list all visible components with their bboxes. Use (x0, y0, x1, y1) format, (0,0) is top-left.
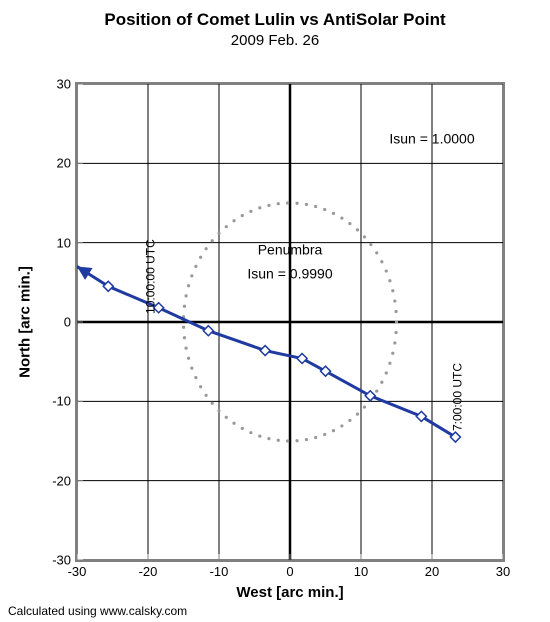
data-marker (203, 326, 213, 336)
data-marker (260, 346, 270, 356)
penumbra-label: Penumbra (258, 242, 323, 258)
x-tick-label: 0 (286, 564, 293, 579)
x-tick-label: 20 (425, 564, 439, 579)
penumbra-value: Isun = 0.9990 (247, 265, 332, 281)
plot-area: Penumbra Isun = 0.9990 Isun = 1.0000 7:00:0… (75, 82, 505, 562)
y-axis-label: North [arc min.] (17, 266, 34, 378)
chart-subtitle: 2009 Feb. 26 (0, 32, 550, 49)
outer-isun-label: Isun = 1.0000 (389, 131, 474, 147)
y-tick-label: 10 (57, 235, 71, 250)
y-tick-label: 0 (64, 315, 71, 330)
y-tick-label: -20 (52, 473, 71, 488)
y-tick-label: 20 (57, 156, 71, 171)
y-tick-label: -30 (52, 553, 71, 568)
x-axis-label: West [arc min.] (236, 584, 343, 601)
y-tick-label: -10 (52, 394, 71, 409)
x-tick-label: -10 (210, 564, 229, 579)
x-tick-label: -20 (139, 564, 158, 579)
x-tick-label: 30 (496, 564, 510, 579)
y-tick-label: 30 (57, 77, 71, 92)
credit-text: Calculated using www.calsky.com (8, 604, 187, 618)
timestamp-label: 7:00:00 UTC (450, 363, 464, 431)
chart-title: Position of Comet Lulin vs AntiSolar Poi… (0, 10, 550, 30)
timestamp-label: 10:00:00 UTC (144, 239, 158, 314)
x-tick-label: 10 (354, 564, 368, 579)
plot-svg: Penumbra Isun = 0.9990 Isun = 1.0000 7:00:0… (77, 84, 503, 560)
